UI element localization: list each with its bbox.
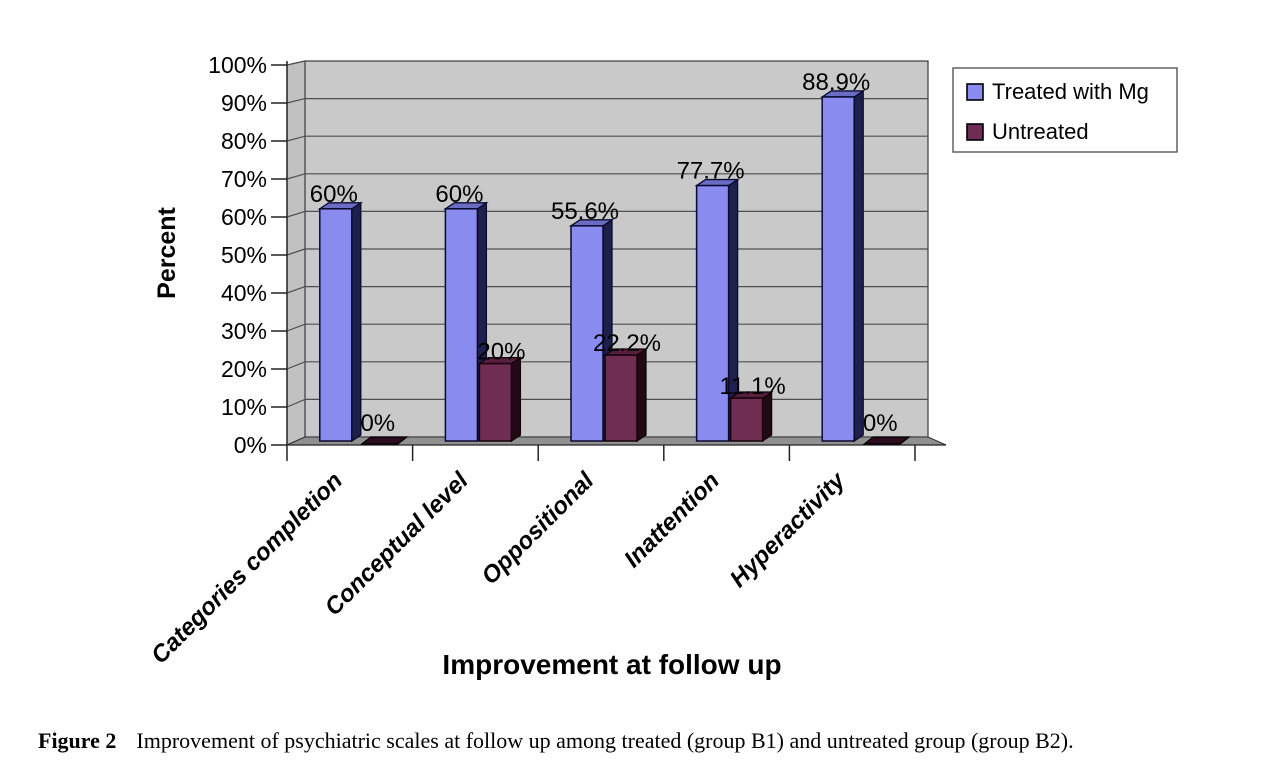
data-label-untreated-conceptual-level: 20% (477, 339, 525, 366)
x-axis-category-label-hyperactivity: Hyperactivity (725, 466, 852, 593)
bar-untreated-oppositional (604, 354, 638, 442)
x-axis-title: Improvement at follow up (442, 649, 781, 680)
side-wall (286, 60, 306, 446)
y-axis-tick-label: 60% (221, 204, 267, 230)
bar-treated-oppositional (570, 225, 604, 442)
data-label-treated-conceptual-level: 60% (435, 181, 483, 208)
bar-side-treated-hyperactivity (853, 89, 864, 443)
y-axis-tick-label: 50% (221, 242, 267, 268)
data-label-untreated-oppositional: 22.2% (593, 330, 661, 357)
legend-swatch-untreated (966, 123, 984, 141)
legend-label-untreated: Untreated (992, 119, 1089, 144)
bar-untreated-conceptual-level (478, 362, 513, 442)
plot-area: 0% 10% 20% 30% 40% 50% 60% 70% 80% 90% 100% 60% 0% Ca… (146, 52, 1178, 680)
legend-swatch-treated-with-mg (966, 83, 984, 101)
y-axis-tick-label: 10% (221, 394, 267, 420)
side-wall-gridline (286, 248, 306, 256)
x-axis-category-label-oppositional: Oppositional (476, 466, 600, 590)
bar-side-treated-categories-completion (351, 201, 362, 443)
figure-caption-text: Improvement of psychiatric scales at fol… (136, 728, 1073, 753)
data-label-treated-hyperactivity: 88.9% (802, 69, 870, 96)
data-label-treated-inattention: 77.7% (677, 158, 745, 185)
y-axis-title: Percent (153, 206, 181, 298)
side-wall-gridline (286, 210, 306, 218)
y-axis-tick-label: 30% (221, 318, 267, 344)
data-label-treated-oppositional: 55.6% (551, 198, 619, 225)
data-label-untreated-categories-completion: 0% (360, 410, 395, 437)
side-wall-gridline (286, 98, 306, 104)
bar-side-untreated-oppositional (636, 347, 647, 443)
bar-untreated-inattention (729, 397, 764, 442)
side-wall-gridline (286, 173, 306, 180)
figure-caption: Figure 2 Improvement of psychiatric scale… (38, 728, 1074, 753)
y-axis-tick-label: 90% (221, 90, 267, 116)
legend-label-treated-with-mg: Treated with Mg (992, 79, 1149, 104)
side-wall-gridline (286, 135, 306, 142)
bar-side-untreated-conceptual-level (510, 356, 522, 443)
y-axis-tick-label: 100% (208, 52, 267, 78)
side-wall-gridline (286, 286, 306, 294)
y-axis-tick-label: 20% (221, 356, 267, 382)
y-axis-tick-label: 70% (221, 166, 267, 192)
x-axis-category-label-categories-completion: Categories completion (146, 467, 348, 669)
y-axis-tick-label: 0% (234, 432, 267, 458)
bar-untreated-categories-completion (360, 436, 409, 445)
legend-box (952, 67, 1178, 153)
y-axis-tick-label: 80% (221, 128, 267, 154)
bar-treated-hyperactivity (821, 96, 855, 442)
side-wall-gridline (286, 361, 306, 370)
side-wall-gridline (286, 323, 306, 332)
bar-treated-categories-completion (319, 208, 353, 442)
side-wall-gridline (286, 398, 306, 408)
bar-untreated-hyperactivity (862, 436, 911, 445)
data-label-treated-categories-completion: 60% (310, 181, 358, 208)
x-axis-category-label-inattention: Inattention (619, 467, 725, 573)
data-label-untreated-hyperactivity: 0% (863, 410, 898, 437)
figure-caption-label: Figure 2 (38, 728, 116, 753)
bar-treated-inattention (695, 184, 730, 442)
side-wall-gridline (286, 60, 306, 66)
bar-treated-conceptual-level (444, 208, 479, 442)
y-axis-tick-label: 40% (221, 280, 267, 306)
data-label-untreated-inattention: 11.1% (719, 373, 785, 400)
